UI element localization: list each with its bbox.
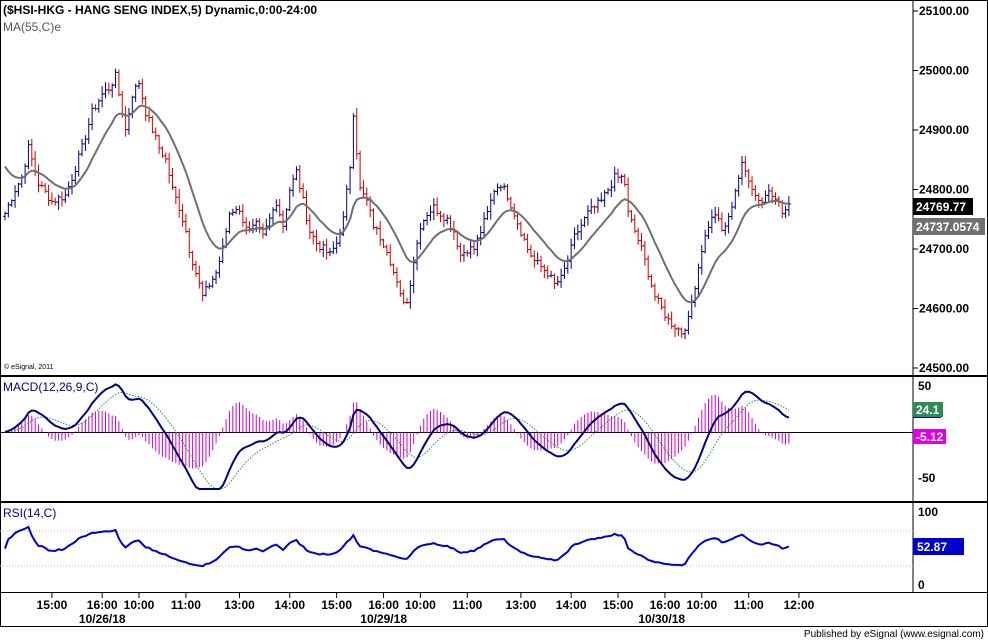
- x-tick-label: 13:00: [224, 598, 255, 612]
- macd-tick-neg50: -50: [918, 471, 936, 485]
- price-tick-label: 24800.00: [919, 183, 969, 197]
- chart-frame: [0, 0, 988, 627]
- x-tick-label: 11:00: [734, 598, 764, 612]
- x-tick-label: 10:00: [686, 598, 717, 612]
- price-candles: [3, 68, 791, 340]
- footer-credit: Published by eSignal (www.esignal.com): [804, 629, 984, 640]
- price-tick-label: 25000.00: [919, 64, 969, 78]
- x-tick-label: 14:00: [274, 598, 305, 612]
- last-price-value: 24769.77: [916, 200, 966, 214]
- ma-label: MA(55,C)e: [3, 20, 61, 34]
- x-tick-label: 16:00: [87, 598, 118, 612]
- x-tick-label: 14:00: [556, 598, 587, 612]
- price-tick-label: 25100.00: [919, 4, 969, 18]
- x-tick-label: 11:00: [171, 598, 201, 612]
- macd-signal-line: [4, 391, 790, 490]
- macd-tick-50: 50: [918, 379, 932, 393]
- rsi-title: RSI(14,C): [3, 506, 56, 520]
- macd-line: [4, 383, 790, 490]
- x-tick-label: 13:00: [506, 598, 537, 612]
- chart-title: ($HSI-HKG - HANG SENG INDEX,5) Dynamic,0…: [3, 3, 317, 17]
- x-tick-label: 16:00: [368, 598, 399, 612]
- macd-signal-badge: [913, 402, 943, 417]
- x-tick-label: 15:00: [603, 598, 634, 612]
- rsi-pane: RSI(14,C) 100 50 0 52.87: [0, 505, 964, 592]
- x-tick-label: 12:00: [784, 598, 815, 612]
- rsi-tick-100: 100: [918, 505, 938, 519]
- x-date-label: 10/26/18: [79, 612, 126, 626]
- x-tick-label: 15:00: [37, 598, 68, 612]
- price-tick-label: 24700.00: [919, 242, 969, 256]
- x-tick-label: 16:00: [650, 598, 681, 612]
- watermark: © eSignal, 2011: [4, 363, 54, 371]
- x-tick-label: 10:00: [405, 598, 436, 612]
- ma-55-line: [4, 104, 789, 304]
- x-tick-label: 15:00: [321, 598, 352, 612]
- macd-histogram: [4, 394, 790, 469]
- x-tick-label: 10:00: [124, 598, 155, 612]
- last-price-badge: [913, 198, 973, 215]
- price-pane: 25100.00 25000.00 24900.00 24800.00 24700.00…: [3, 3, 985, 375]
- x-axis: 15:00 16:00 10:00 11:00 13:00 14:00 15:00 16:00…: [37, 593, 815, 626]
- macd-signal-value: 24.1: [916, 403, 940, 417]
- rsi-line: [4, 525, 790, 568]
- macd-hist-badge: [913, 429, 946, 444]
- x-date-label: 10/30/18: [638, 612, 685, 626]
- price-tick-label: 24900.00: [919, 123, 969, 137]
- rsi-badge: [913, 538, 964, 555]
- x-tick-label: 11:00: [452, 598, 482, 612]
- ma-value-badge: [913, 218, 985, 235]
- macd-title: MACD(12,26,9,C): [3, 380, 98, 394]
- macd-pane: MACD(12,26,9,C) 50 -50 24.1 -5.12: [0, 379, 946, 490]
- ma-value: 24737.0574: [916, 220, 980, 234]
- macd-hist-value: -5.12: [916, 430, 944, 444]
- price-y-ticks: 25100.00 25000.00 24900.00 24800.00 24700.00…: [913, 4, 969, 375]
- rsi-tick-0: 0: [918, 578, 925, 592]
- rsi-value: 52.87: [917, 540, 947, 554]
- x-date-label: 10/29/18: [360, 612, 407, 626]
- price-tick-label: 24500.00: [919, 361, 969, 375]
- price-tick-label: 24600.00: [919, 302, 969, 316]
